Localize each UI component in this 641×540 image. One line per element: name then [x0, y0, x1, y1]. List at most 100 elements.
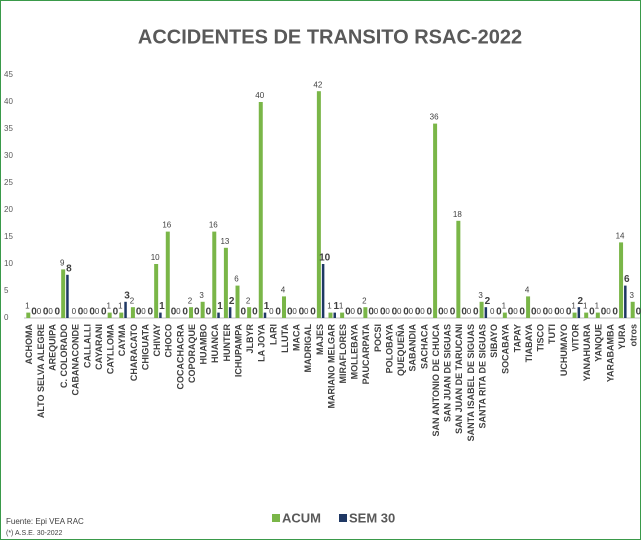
value-label: 0 [141, 307, 146, 316]
bar [479, 301, 484, 318]
value-label: 0 [606, 307, 611, 316]
value-label: 1 [264, 301, 270, 312]
value-label: 1 [339, 302, 344, 311]
x-tick-label: TUTI [547, 324, 557, 344]
x-tick-label: SACHACA [419, 323, 429, 369]
value-label: 0 [269, 307, 274, 316]
y-tick-label: 20 [4, 205, 13, 214]
x-tick-label: POCSI [373, 324, 383, 352]
value-label: 1 [217, 301, 223, 312]
value-label: 16 [209, 221, 218, 230]
x-tick-label: POLOBAYA [384, 324, 394, 374]
value-label: 36 [430, 113, 439, 122]
value-label: 1 [502, 302, 507, 311]
value-label: 2 [246, 296, 251, 305]
bar [630, 301, 635, 318]
x-tick-label: TISCO [536, 324, 546, 352]
value-label: 10 [151, 253, 160, 262]
chart-title: ACCIDENTES DE TRANSITO RSAC-2022 [138, 26, 522, 48]
bar [316, 91, 321, 318]
bar [263, 312, 267, 318]
bar [433, 123, 438, 318]
value-label: 0 [89, 307, 95, 318]
bar [333, 312, 336, 318]
x-tick-label: MACA [292, 324, 302, 351]
bar [363, 307, 368, 318]
value-label: 1 [571, 302, 576, 311]
value-label: 0 [148, 307, 154, 318]
x-tick-label: SANTA ISABEL DE SIGUAS [466, 324, 476, 441]
value-label: 0 [450, 307, 456, 318]
y-tick-label: 25 [4, 178, 13, 187]
x-tick-label: MIRAFLORES [338, 324, 348, 384]
value-label: 0 [409, 307, 414, 316]
x-tick-label: SOCABAYA [501, 324, 511, 374]
value-label: 0 [560, 307, 565, 316]
value-label: 0 [443, 307, 448, 316]
x-tick-label: SIBAYO [489, 324, 499, 358]
value-label: 0 [397, 307, 402, 316]
value-label: 0 [415, 307, 421, 318]
y-tick-label: 15 [4, 232, 13, 241]
value-label: 0 [240, 307, 246, 318]
bar [572, 312, 577, 318]
value-label: 0 [467, 307, 472, 316]
y-tick-label: 40 [4, 97, 13, 106]
bar [200, 301, 205, 318]
bar [258, 102, 263, 318]
x-tick-label: ACHOMA [24, 324, 34, 365]
x-tick-label: JLBYR [245, 324, 255, 354]
value-label: 0 [113, 307, 119, 318]
value-label: 0 [531, 307, 537, 318]
value-label: 0 [513, 307, 518, 316]
value-label: 1 [118, 302, 123, 311]
value-label: 13 [220, 237, 229, 246]
value-label: 0 [72, 307, 77, 316]
value-label: 0 [292, 307, 297, 316]
value-label: 0 [95, 307, 100, 316]
value-label: 0 [385, 307, 390, 316]
value-label: 6 [234, 275, 239, 284]
x-tick-label: SANTA RITA DE SIGUAS [477, 324, 487, 429]
bar [340, 312, 345, 318]
value-label: 40 [255, 91, 264, 100]
y-tick-label: 45 [4, 70, 13, 79]
x-tick-label: COPORAQUE [187, 324, 197, 383]
value-label: 2 [362, 296, 367, 305]
value-label: 0 [351, 307, 356, 316]
value-label: 0 [299, 307, 305, 318]
x-tick-label: MARIANO MELGAR [326, 324, 336, 409]
x-tick-label: HUANCA [210, 324, 220, 363]
value-label: 8 [66, 263, 72, 274]
x-tick-label: CHOCO [164, 324, 174, 358]
value-label: 0 [403, 307, 409, 318]
value-label: 0 [601, 307, 607, 318]
value-label: 16 [162, 221, 171, 230]
x-tick-label: MADRIGAL [303, 324, 313, 373]
value-label: 0 [461, 307, 467, 318]
x-tick-label: CHARACATO [129, 324, 139, 381]
value-label: 2 [229, 296, 235, 307]
bar [595, 312, 600, 318]
value-label: 0 [543, 307, 549, 318]
x-tick-label: ALTO SELVA ALEGRE [36, 324, 46, 418]
x-tick-label: C. COLORADO [59, 324, 69, 388]
value-label: 0 [37, 307, 42, 316]
x-tick-label: CALLALLI [82, 324, 92, 368]
legend-swatch [339, 514, 347, 522]
bar [107, 312, 112, 318]
x-tick-label: CAYMA [117, 324, 127, 357]
value-label: 0 [78, 307, 84, 318]
x-tick-label: CHIVAY [152, 324, 162, 357]
value-label: 9 [60, 259, 65, 268]
y-tick-label: 10 [4, 259, 13, 268]
value-label: 0 [206, 307, 212, 318]
bar [584, 312, 589, 318]
bar [619, 242, 624, 318]
value-label: 0 [252, 307, 258, 318]
value-label: 0 [357, 307, 363, 318]
bar [328, 312, 333, 318]
y-tick-label: 5 [4, 286, 9, 295]
value-label: 0 [43, 307, 49, 318]
value-label: 0 [554, 307, 560, 318]
